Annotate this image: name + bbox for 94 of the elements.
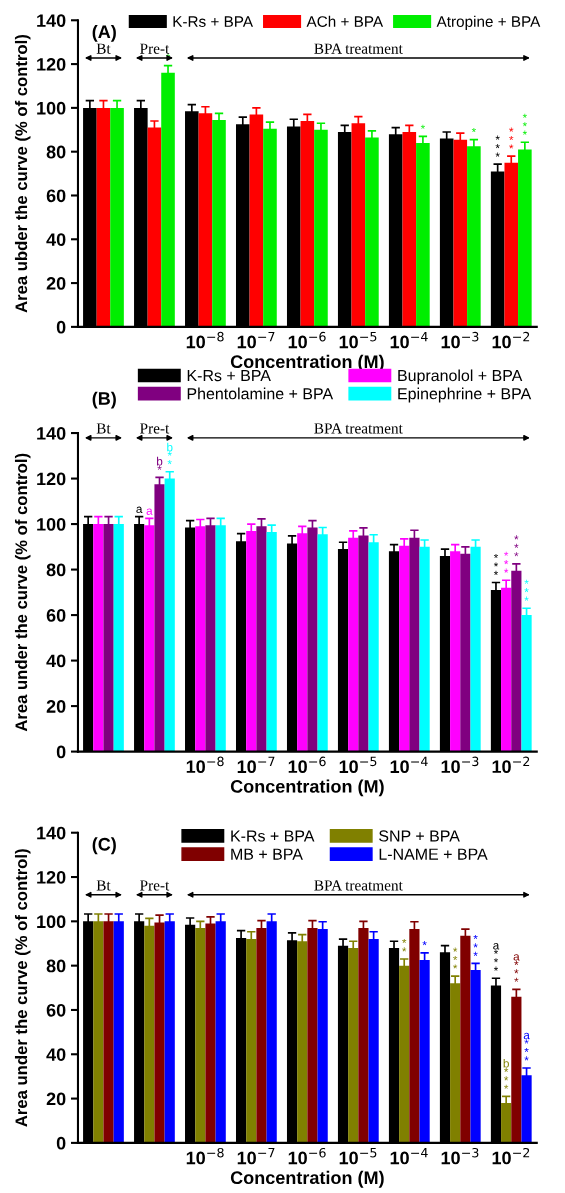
annotation: BPA treatment bbox=[314, 423, 403, 434]
legend-label: K-Rs + BPA bbox=[187, 370, 271, 382]
x-tick-label: 10$^{−4}$ bbox=[390, 756, 428, 774]
data-label: b* bbox=[157, 456, 163, 470]
y-tick-label: 20 bbox=[46, 1092, 66, 1106]
y-axis-title: Area under the curve (% of control) bbox=[14, 453, 31, 732]
x-tick-label: 10$^{−5}$ bbox=[339, 1148, 377, 1165]
x-tick-label: 10$^{−5}$ bbox=[339, 332, 377, 349]
legend-label: K-Rs + BPA bbox=[231, 830, 315, 842]
data-label: *** bbox=[473, 934, 478, 956]
y-tick-label: 140 bbox=[37, 426, 66, 440]
x-tick-label: 10$^{−2}$ bbox=[492, 1147, 530, 1165]
y-tick-label: 80 bbox=[46, 563, 66, 577]
annotation: BPA treatment bbox=[314, 880, 403, 891]
x-tick-label: 10$^{−4}$ bbox=[390, 1148, 428, 1165]
y-axis-title: Area under the curve (% of control) bbox=[14, 849, 31, 1127]
annotation: Bt bbox=[96, 423, 111, 434]
data-label: a*** bbox=[523, 1032, 530, 1061]
x-axis-title: Concentration (M) bbox=[230, 1170, 384, 1188]
y-tick-label: 100 bbox=[37, 915, 66, 929]
y-tick-label: 0 bbox=[56, 320, 66, 334]
y-tick-label: 40 bbox=[46, 654, 66, 668]
y-axis-title: Area ubder the curve (% of control) bbox=[14, 35, 31, 313]
data-label: *** bbox=[509, 127, 514, 149]
chart-title: (C) bbox=[92, 837, 116, 855]
y-tick-label: 100 bbox=[37, 518, 66, 531]
y-tick-label: 80 bbox=[46, 959, 66, 973]
legend-label: Atropine + BPA bbox=[436, 15, 541, 30]
data-label: *** bbox=[522, 113, 527, 135]
y-tick-label: 40 bbox=[46, 233, 66, 246]
y-tick-label: 60 bbox=[46, 609, 66, 622]
annotation: Bt bbox=[96, 43, 111, 54]
x-tick-label: 10$^{−4}$ bbox=[390, 332, 428, 349]
data-label: a bbox=[136, 506, 143, 514]
x-tick-label: 10$^{−2}$ bbox=[492, 756, 530, 774]
data-label: a*** bbox=[513, 954, 520, 982]
x-tick-label: 10$^{−5}$ bbox=[339, 756, 377, 774]
x-tick-label: 10$^{−6}$ bbox=[288, 756, 326, 774]
data-label: *** bbox=[524, 579, 529, 601]
data-label: *** bbox=[453, 947, 458, 969]
y-tick-label: 140 bbox=[37, 826, 66, 840]
y-tick-label: 40 bbox=[46, 1048, 66, 1061]
data-label: ** bbox=[402, 938, 407, 952]
x-tick-label: 10$^{−3}$ bbox=[441, 331, 479, 349]
legend-label: ACh + BPA bbox=[306, 15, 384, 27]
data-label: *** bbox=[504, 551, 509, 573]
x-tick-label: 10$^{−2}$ bbox=[492, 331, 530, 349]
legend-label: Phentolamine + BPA bbox=[187, 387, 334, 400]
legend-label: MB + BPA bbox=[231, 848, 303, 860]
data-label: b*** bbox=[503, 1058, 509, 1089]
x-tick-label: 10$^{−3}$ bbox=[441, 756, 479, 774]
x-axis-title: Concentration (M) bbox=[230, 779, 384, 797]
x-tick-label: 10$^{−8}$ bbox=[186, 331, 224, 349]
legend-label: K-Rs + BPA bbox=[173, 16, 254, 27]
y-tick-label: 60 bbox=[46, 1003, 66, 1017]
annotation: Pre-t bbox=[140, 43, 170, 54]
x-tick-label: 10$^{−3}$ bbox=[441, 1147, 479, 1165]
data-label: a bbox=[146, 508, 153, 515]
legend-label: Epinephrine + BPA bbox=[398, 387, 532, 403]
x-tick-label: 10$^{−6}$ bbox=[288, 331, 326, 349]
data-label: b** bbox=[167, 442, 173, 465]
y-tick-label: 120 bbox=[37, 870, 66, 884]
data-label: *** bbox=[493, 553, 499, 575]
chart-title: (A) bbox=[92, 24, 116, 42]
annotation: Bt bbox=[96, 880, 111, 891]
data-label: *** bbox=[514, 535, 519, 557]
y-tick-label: 20 bbox=[46, 700, 66, 713]
y-tick-label: 0 bbox=[56, 1136, 66, 1150]
data-label: * bbox=[471, 127, 476, 133]
y-tick-label: 80 bbox=[46, 145, 66, 159]
legend-label: L-NAME + BPA bbox=[379, 848, 488, 860]
y-tick-label: 20 bbox=[46, 277, 66, 290]
data-label: *** bbox=[495, 135, 500, 157]
y-tick-label: 60 bbox=[46, 189, 66, 203]
data-label: * bbox=[420, 124, 426, 129]
x-tick-label: 10$^{−7}$ bbox=[237, 1148, 275, 1165]
legend-label: SNP + BPA bbox=[379, 830, 460, 842]
y-tick-label: 0 bbox=[56, 745, 66, 759]
x-tick-label: 10$^{−6}$ bbox=[288, 1147, 326, 1165]
x-tick-label: 10$^{−7}$ bbox=[237, 756, 275, 774]
y-tick-label: 120 bbox=[37, 472, 66, 486]
annotation: BPA treatment bbox=[314, 43, 403, 54]
data-label: a*** bbox=[493, 943, 500, 971]
y-tick-label: 100 bbox=[37, 101, 66, 115]
data-label: * bbox=[422, 941, 427, 946]
chart-title: (B) bbox=[92, 391, 116, 409]
annotation: Pre-t bbox=[140, 423, 170, 434]
y-tick-label: 120 bbox=[37, 58, 66, 71]
annotation: Pre-t bbox=[140, 880, 170, 891]
x-tick-label: 10$^{−7}$ bbox=[237, 332, 275, 349]
legend-label: Bupranolol + BPA bbox=[398, 369, 523, 385]
x-tick-label: 10$^{−8}$ bbox=[186, 1147, 224, 1165]
x-tick-label: 10$^{−8}$ bbox=[186, 756, 224, 774]
y-tick-label: 140 bbox=[37, 14, 66, 27]
